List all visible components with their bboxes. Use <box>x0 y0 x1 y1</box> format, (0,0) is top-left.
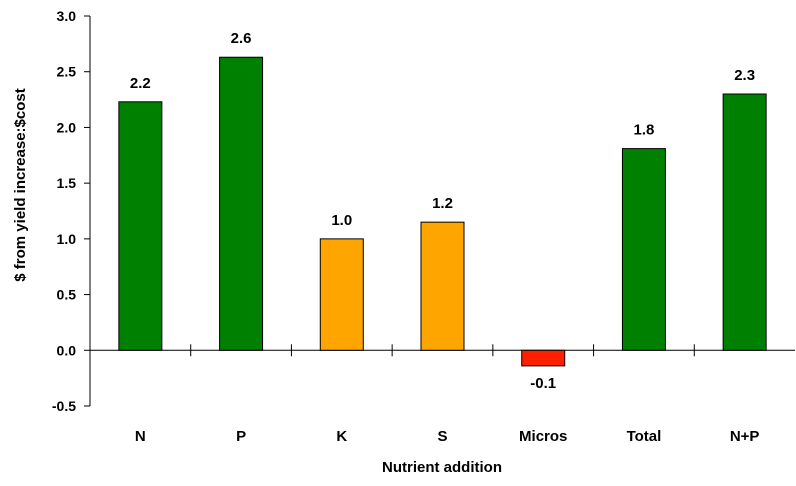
x-category-label: Total <box>627 428 662 445</box>
data-label: 2.3 <box>734 67 755 84</box>
bar-total <box>621 148 666 351</box>
y-tick-label: 2.0 <box>57 119 77 135</box>
bar-micros <box>521 349 566 367</box>
data-label: 1.2 <box>432 195 453 212</box>
y-tick-label: 1.5 <box>57 175 77 191</box>
data-label: 1.0 <box>331 212 352 229</box>
bar-p <box>219 56 264 351</box>
x-category-label: P <box>236 428 246 445</box>
x-category-label: N+P <box>730 428 760 445</box>
y-tick-label: 3.0 <box>57 8 77 24</box>
data-label: 2.2 <box>130 75 151 92</box>
bar-n <box>118 101 163 351</box>
data-label: 2.6 <box>231 30 252 47</box>
bar-k <box>319 238 364 351</box>
y-tick-label: 2.5 <box>57 64 77 80</box>
bar-s <box>420 221 465 351</box>
data-label: 1.8 <box>633 122 654 139</box>
x-axis-title: Nutrient addition <box>382 459 502 476</box>
y-tick-label: 0.5 <box>57 287 77 303</box>
x-category-label: K <box>336 428 347 445</box>
y-tick-label: -0.5 <box>52 398 76 414</box>
y-tick-label: 0.0 <box>57 342 77 358</box>
y-axis-title: $ from yield increase:$cost <box>12 88 29 281</box>
y-tick-label: 1.0 <box>57 231 77 247</box>
x-category-label: S <box>437 428 447 445</box>
bar-n-p <box>722 93 767 351</box>
x-category-label: N <box>135 428 146 445</box>
x-category-label: Micros <box>519 428 567 445</box>
data-label: -0.1 <box>530 375 556 392</box>
